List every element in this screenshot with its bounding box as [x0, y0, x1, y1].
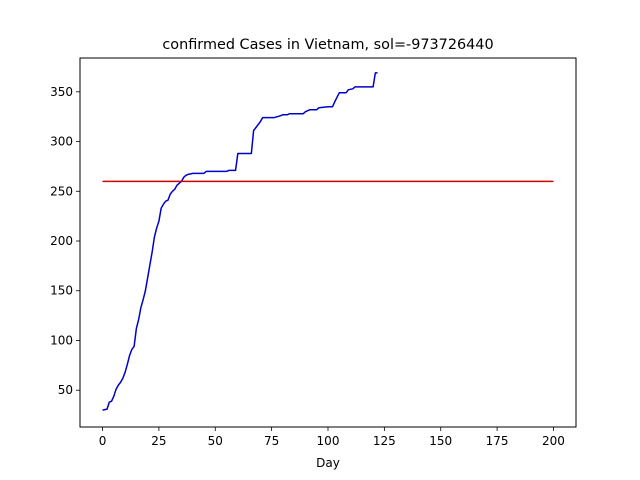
x-tick-label: 125	[373, 434, 396, 448]
chart-title: confirmed Cases in Vietnam, sol=-9737264…	[162, 37, 493, 53]
x-tick-label: 200	[542, 434, 565, 448]
x-tick-label: 25	[151, 434, 166, 448]
y-tick-label: 200	[50, 234, 73, 248]
y-tick-label: 150	[50, 284, 73, 298]
y-tick-label: 300	[50, 135, 73, 149]
x-tick-label: 0	[99, 434, 107, 448]
x-tick-label: 50	[208, 434, 223, 448]
x-tick-label: 100	[317, 434, 340, 448]
y-tick-label: 250	[50, 184, 73, 198]
series-line-1	[102, 72, 378, 411]
y-tick-label: 50	[58, 383, 73, 397]
y-axis: 50 100 150 200 250 300 350	[50, 85, 80, 397]
y-tick-label: 350	[50, 85, 73, 99]
x-tick-label: 75	[264, 434, 279, 448]
x-tick-label: 150	[429, 434, 452, 448]
x-axis: 0 25 50 75 100 125 150 175 200	[99, 427, 565, 448]
y-tick-label: 100	[50, 333, 73, 347]
x-axis-label: Day	[316, 456, 340, 470]
x-tick-label: 175	[486, 434, 509, 448]
series-layer	[102, 72, 554, 411]
